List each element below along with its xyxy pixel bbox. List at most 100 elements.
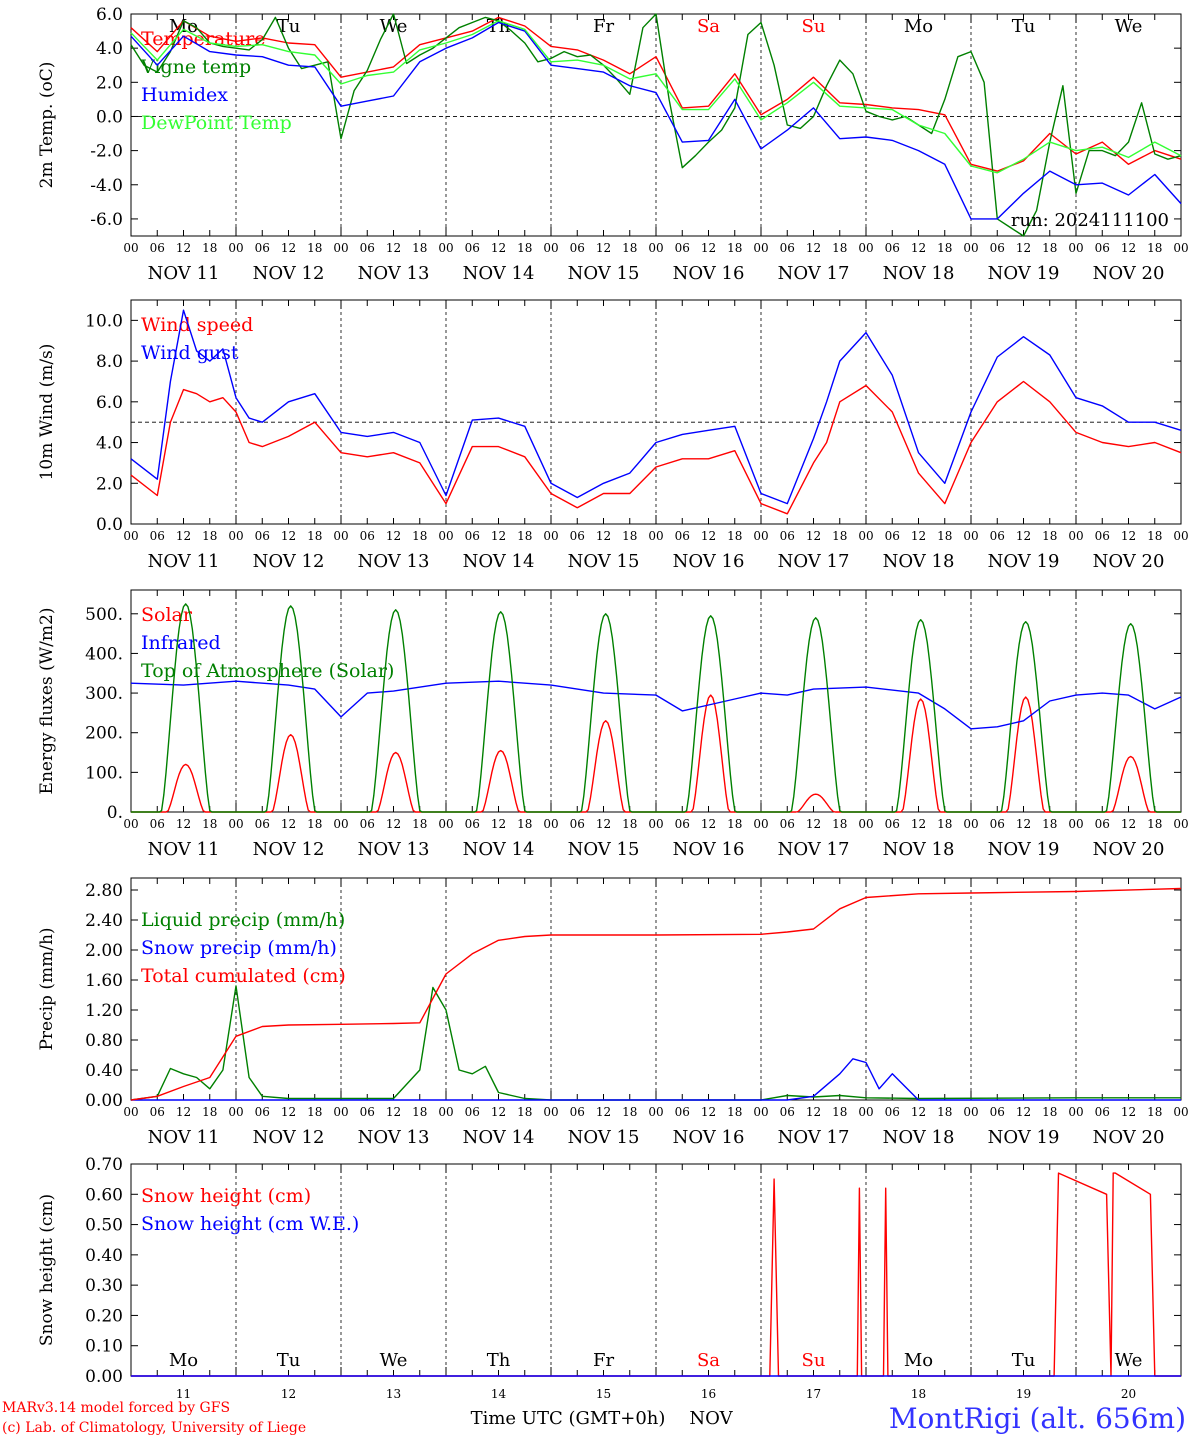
hour-tick-label: 06: [360, 529, 375, 543]
hour-tick-label: 18: [622, 529, 637, 543]
date-label: NOV 13: [358, 551, 430, 572]
model-credit: MARv3.14 model forced by GFS: [2, 1400, 231, 1416]
hour-tick-label: 18: [307, 241, 322, 255]
hour-tick-label: 00: [228, 1105, 243, 1119]
y-tick-label: 1.60: [85, 971, 123, 991]
y-tick-label: 2.80: [85, 881, 123, 901]
hour-tick-label: 12: [1121, 1105, 1136, 1119]
hour-tick-label: 00: [858, 529, 873, 543]
date-label: NOV 14: [463, 839, 535, 860]
hour-tick-label: 18: [517, 241, 532, 255]
hour-tick-label: 00: [858, 241, 873, 255]
hour-tick-label: 18: [1042, 241, 1057, 255]
hour-tick-label: 18: [727, 529, 742, 543]
weekday-label: We: [380, 1350, 408, 1371]
hour-tick-label: 06: [255, 1105, 270, 1119]
panel-2: 10.0 8.0 6.0 4.0 2.0 0.0 10m Wind (m/s) 00 06 12 1…: [37, 299, 1189, 572]
legend-entry: Wind speed: [141, 314, 253, 336]
hour-tick-label: 00: [648, 1105, 663, 1119]
hour-tick-label: 00: [648, 817, 663, 831]
y-tick-label: 2.0: [96, 73, 123, 93]
date-label: NOV 20: [1093, 1127, 1165, 1148]
hour-tick-label: 00: [123, 1105, 138, 1119]
hour-tick-label: 06: [675, 817, 690, 831]
hour-tick-label: 00: [1068, 529, 1083, 543]
day-number-label: 19: [1016, 1387, 1031, 1401]
hour-tick-label: 12: [701, 241, 716, 255]
hour-tick-label: 12: [911, 529, 926, 543]
y-tick-label: -4.0: [90, 176, 123, 196]
hour-tick-label: 18: [727, 817, 742, 831]
hour-tick-label: 06: [1095, 241, 1110, 255]
y-tick-label: 0.: [107, 803, 123, 823]
date-label: NOV 17: [778, 1127, 850, 1148]
y-tick-label: 2.40: [85, 911, 123, 931]
date-label: NOV 12: [253, 551, 325, 572]
hour-tick-label: 00: [858, 817, 873, 831]
y-tick-label: 300.: [85, 684, 123, 704]
y-axis-label: Energy fluxes (W/m2): [37, 608, 57, 795]
date-label: NOV 20: [1093, 551, 1165, 572]
date-label: NOV 16: [673, 263, 745, 284]
date-label: NOV 16: [673, 1127, 745, 1148]
hour-tick-label: 00: [228, 817, 243, 831]
hour-tick-label: 00: [333, 241, 348, 255]
weekday-label: We: [380, 16, 408, 37]
hour-tick-label: 06: [990, 817, 1005, 831]
y-tick-label: 0.40: [85, 1061, 123, 1081]
weekday-label: Fr: [593, 1350, 614, 1371]
hour-tick-label: 06: [990, 241, 1005, 255]
series-line-snow-precip-mm-h: [131, 1058, 1181, 1101]
hour-tick-label: 06: [885, 529, 900, 543]
hour-tick-label: 12: [386, 241, 401, 255]
hour-tick-label: 00: [438, 1105, 453, 1119]
hour-tick-label: 00: [648, 241, 663, 255]
hour-tick-label: 00: [1173, 529, 1188, 543]
hour-tick-label: 18: [832, 241, 847, 255]
hour-tick-label: 18: [307, 529, 322, 543]
hour-tick-label: 12: [596, 529, 611, 543]
hour-tick-label: 18: [727, 241, 742, 255]
hour-tick-label: 12: [176, 1105, 191, 1119]
hour-tick-label: 18: [202, 241, 217, 255]
weekday-label: Mo: [169, 16, 198, 37]
legend-entry: Liquid precip (mm/h): [141, 909, 345, 931]
weekday-label: Th: [487, 16, 511, 37]
legend-entry: Solar: [141, 604, 193, 626]
legend-entry: Top of Atmosphere (Solar): [141, 660, 394, 682]
hour-tick-label: 18: [202, 1105, 217, 1119]
hour-tick-label: 18: [937, 241, 952, 255]
hour-tick-label: 06: [570, 529, 585, 543]
day-number-label: 11: [176, 1387, 191, 1401]
series-line-wind-gust: [130, 309, 1182, 505]
hour-tick-label: 00: [438, 817, 453, 831]
hour-tick-label: 18: [727, 1105, 742, 1119]
date-label: NOV 19: [988, 263, 1060, 284]
hour-tick-label: 12: [1016, 1105, 1031, 1119]
legend-entry: Infrared: [141, 632, 221, 654]
weekday-label: Tu: [1012, 1350, 1036, 1371]
hour-tick-label: 18: [832, 529, 847, 543]
hour-tick-label: 12: [386, 817, 401, 831]
hour-tick-label: 12: [806, 529, 821, 543]
hour-tick-label: 12: [701, 529, 716, 543]
weekday-label: Su: [802, 16, 826, 37]
date-label: NOV 15: [568, 1127, 640, 1148]
hour-tick-label: 18: [1042, 817, 1057, 831]
hour-tick-label: 06: [570, 241, 585, 255]
date-label: NOV 15: [568, 839, 640, 860]
hour-tick-label: 06: [255, 817, 270, 831]
date-label: NOV 13: [358, 1127, 430, 1148]
hour-tick-label: 18: [937, 529, 952, 543]
hour-tick-label: 18: [622, 1105, 637, 1119]
y-axis-label: 10m Wind (m/s): [37, 344, 57, 481]
y-tick-label: 2.00: [85, 941, 123, 961]
hour-tick-label: 06: [780, 1105, 795, 1119]
legend-entry: DewPoint Temp: [141, 112, 292, 134]
y-tick-label: 0.40: [85, 1246, 123, 1266]
hour-tick-label: 06: [150, 817, 165, 831]
date-label: NOV 18: [883, 1127, 955, 1148]
hour-tick-label: 18: [1147, 529, 1162, 543]
series-line-dewpoint-temp: [130, 20, 1182, 174]
legend-entry: Total cumulated (cm): [141, 965, 346, 987]
